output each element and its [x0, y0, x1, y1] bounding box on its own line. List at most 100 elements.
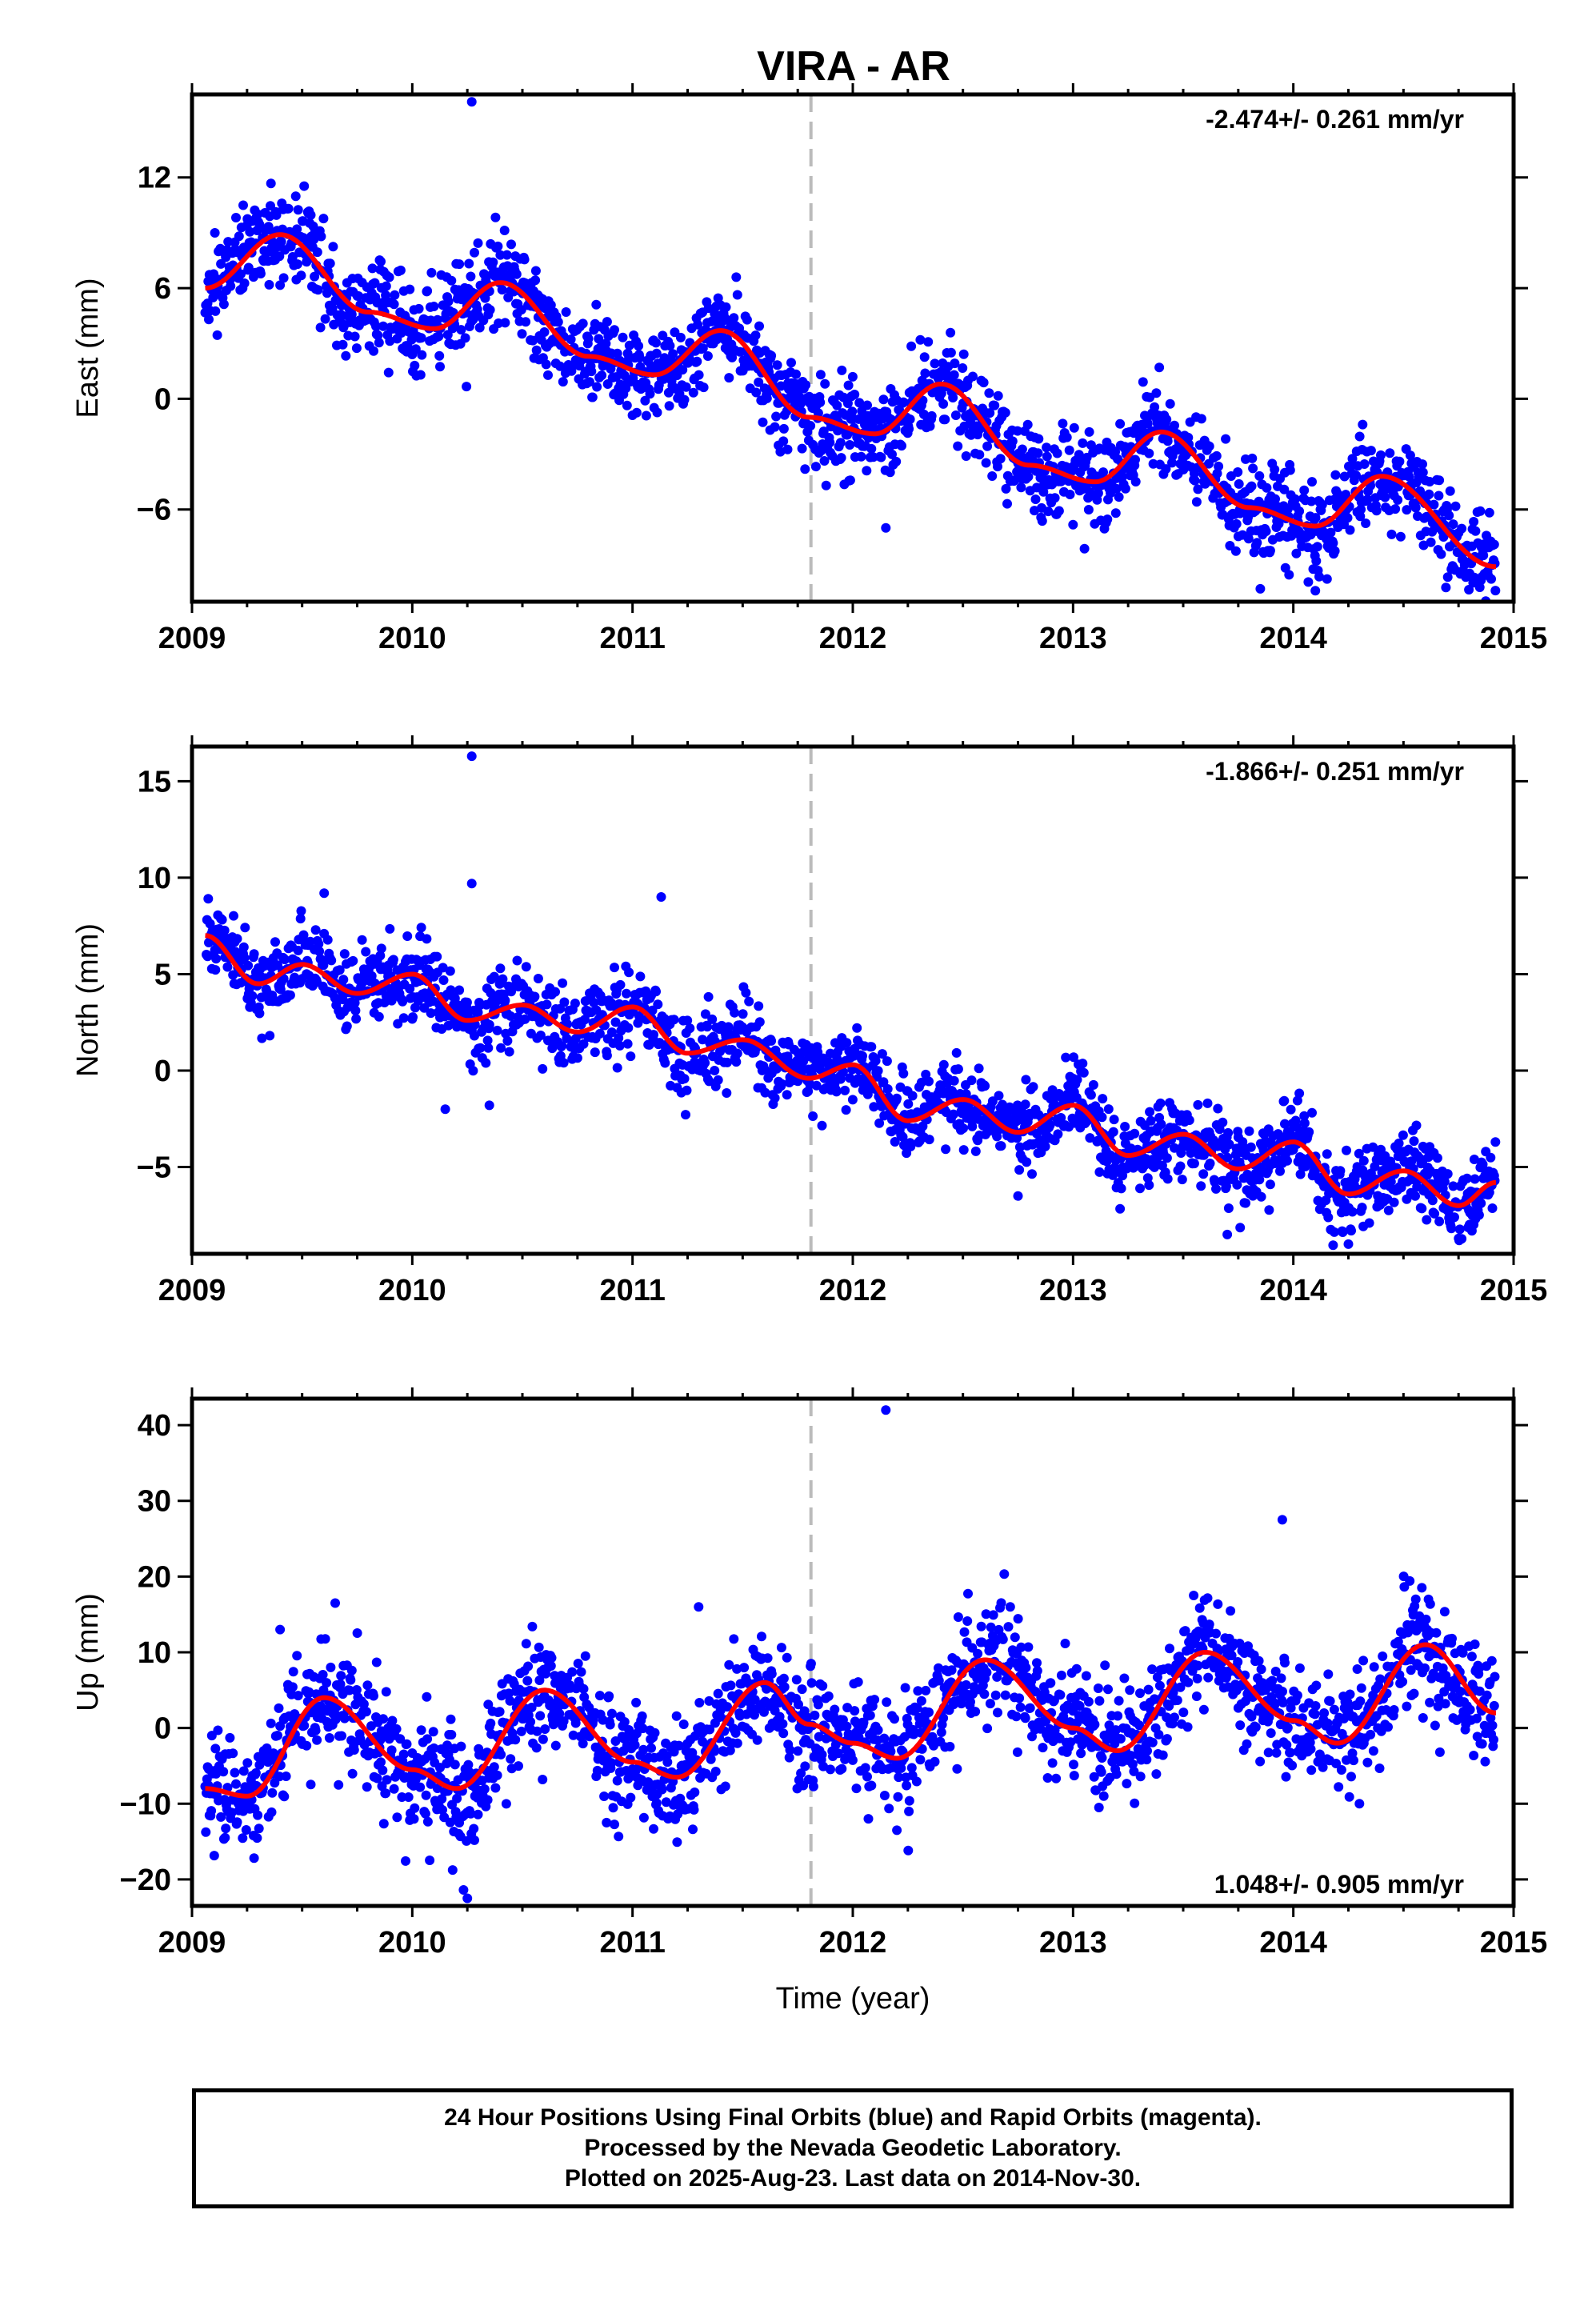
up-point	[458, 1885, 469, 1895]
east-point	[1418, 467, 1428, 478]
east-point	[1161, 464, 1171, 474]
north-point	[578, 1039, 589, 1049]
east-point	[982, 441, 993, 451]
up-point	[470, 1835, 479, 1845]
up-point	[288, 1667, 298, 1677]
east-point	[446, 275, 457, 286]
east-point	[578, 318, 588, 329]
east-point	[1405, 450, 1415, 461]
east-point	[878, 394, 889, 405]
east-point	[296, 270, 306, 281]
north-point	[572, 1053, 582, 1063]
east-point	[634, 353, 645, 363]
north-point	[285, 990, 295, 1000]
east-point	[1303, 577, 1314, 587]
east-point	[1191, 497, 1202, 507]
east-point	[810, 462, 821, 472]
up-point	[579, 1692, 590, 1702]
east-point	[266, 178, 276, 189]
up-point	[425, 1856, 435, 1865]
east-point	[782, 444, 793, 454]
east-point	[488, 257, 498, 267]
east-point	[410, 344, 421, 354]
north-point	[776, 1079, 786, 1089]
up-point	[631, 1697, 642, 1707]
north-point	[1116, 1183, 1126, 1194]
east-point	[1448, 519, 1458, 530]
up-point	[506, 1754, 516, 1764]
up-point	[334, 1780, 344, 1790]
east-point	[310, 271, 320, 282]
north-point	[606, 1027, 617, 1038]
north-point	[229, 911, 238, 921]
north-point	[1275, 1166, 1285, 1176]
north-point	[1347, 1207, 1358, 1217]
north-point	[280, 955, 290, 965]
north-point	[760, 1087, 770, 1098]
up-point	[605, 1719, 615, 1730]
north-outlier-point	[484, 1100, 494, 1111]
north-point	[590, 1047, 600, 1058]
north-point	[1088, 1079, 1098, 1090]
north-point	[974, 1063, 984, 1074]
north-point	[1246, 1142, 1256, 1152]
east-point	[1234, 478, 1244, 489]
up-point	[782, 1652, 792, 1663]
east-point	[602, 317, 612, 327]
east-point	[531, 345, 542, 355]
up-point	[759, 1707, 769, 1717]
east-point	[369, 346, 378, 356]
north-point	[1202, 1098, 1213, 1108]
north-point	[475, 1043, 486, 1053]
north-point	[994, 1091, 1004, 1101]
east-point	[1442, 572, 1453, 583]
east-point	[263, 222, 274, 232]
up-panel: 2009 2010 2011 2012 2013 2014 2015−20−10010203…	[71, 1387, 1547, 2016]
north-point	[1446, 1223, 1457, 1234]
east-point	[950, 358, 960, 369]
up-point	[568, 1730, 578, 1740]
east-point	[1130, 477, 1141, 486]
north-point	[1045, 1120, 1055, 1130]
east-point	[953, 441, 963, 451]
east-point	[974, 450, 985, 460]
east-point	[750, 330, 761, 341]
up-point	[238, 1833, 248, 1844]
up-point	[210, 1744, 221, 1754]
east-xtick-label: 2009	[158, 622, 226, 655]
north-point	[375, 951, 386, 961]
north-point	[938, 1059, 949, 1070]
up-point	[526, 1703, 537, 1712]
up-point	[437, 1794, 447, 1804]
up-point	[791, 1675, 802, 1685]
north-point	[350, 1006, 361, 1015]
up-point	[934, 1663, 943, 1673]
up-point	[904, 1806, 914, 1816]
up-point	[567, 1667, 578, 1677]
up-point	[826, 1764, 835, 1775]
east-point	[1050, 493, 1060, 503]
north-point	[1056, 1113, 1066, 1123]
north-point	[1198, 1169, 1209, 1179]
east-point	[1037, 516, 1047, 526]
north-outlier-point	[440, 1104, 450, 1115]
east-point	[1098, 467, 1108, 478]
up-point	[349, 1745, 359, 1755]
east-point	[837, 365, 847, 375]
north-point	[958, 1145, 969, 1155]
north-xtick-label: 2013	[1039, 1274, 1107, 1307]
north-point	[249, 949, 259, 959]
north-point	[530, 991, 540, 1002]
north-point	[521, 962, 531, 972]
up-point	[739, 1663, 750, 1673]
east-point	[724, 373, 734, 383]
up-point	[706, 1754, 716, 1764]
east-point	[778, 436, 789, 446]
east-point	[1355, 511, 1366, 522]
up-point	[850, 1706, 860, 1716]
north-point	[1462, 1173, 1472, 1183]
east-point	[961, 451, 971, 461]
east-point	[1262, 482, 1272, 493]
north-outlier-point	[1343, 1239, 1354, 1249]
up-point	[371, 1657, 382, 1667]
